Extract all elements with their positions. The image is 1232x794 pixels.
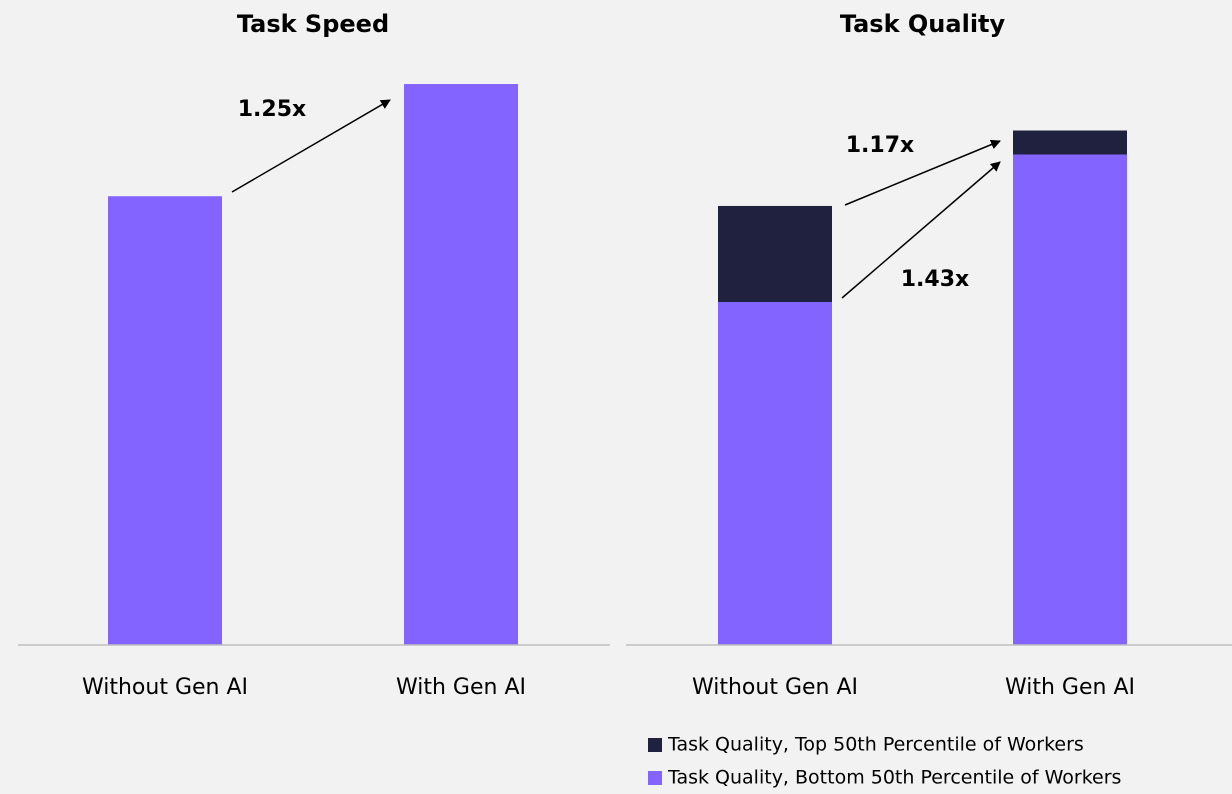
- x-tick-label: With Gen AI: [396, 675, 526, 700]
- annotation: 1.43x: [901, 267, 969, 292]
- bar-segment: [718, 302, 832, 645]
- annotation-arrow: [841, 161, 1001, 299]
- bar-segment: [718, 205, 832, 302]
- bar-segment: [1013, 154, 1127, 645]
- chart-title: Task Speed: [237, 10, 389, 38]
- annotation-arrow: [231, 99, 391, 193]
- bar-segment: [1013, 130, 1127, 155]
- annotation-arrow: [844, 139, 1001, 206]
- bar: [108, 196, 222, 645]
- legend-label: Task Quality, Bottom 50th Percentile of …: [667, 767, 1121, 789]
- annotation: 1.17x: [846, 133, 914, 158]
- legend-label: Task Quality, Top 50th Percentile of Wor…: [667, 734, 1084, 756]
- chart-title: Task Quality: [840, 10, 1006, 38]
- x-tick-label: Without Gen AI: [692, 675, 858, 700]
- x-tick-label: Without Gen AI: [82, 675, 248, 700]
- bar: [404, 84, 518, 646]
- legend-swatch: [648, 771, 662, 785]
- x-tick-label: With Gen AI: [1005, 675, 1135, 700]
- annotation: 1.25x: [238, 97, 306, 122]
- legend-swatch: [648, 738, 662, 752]
